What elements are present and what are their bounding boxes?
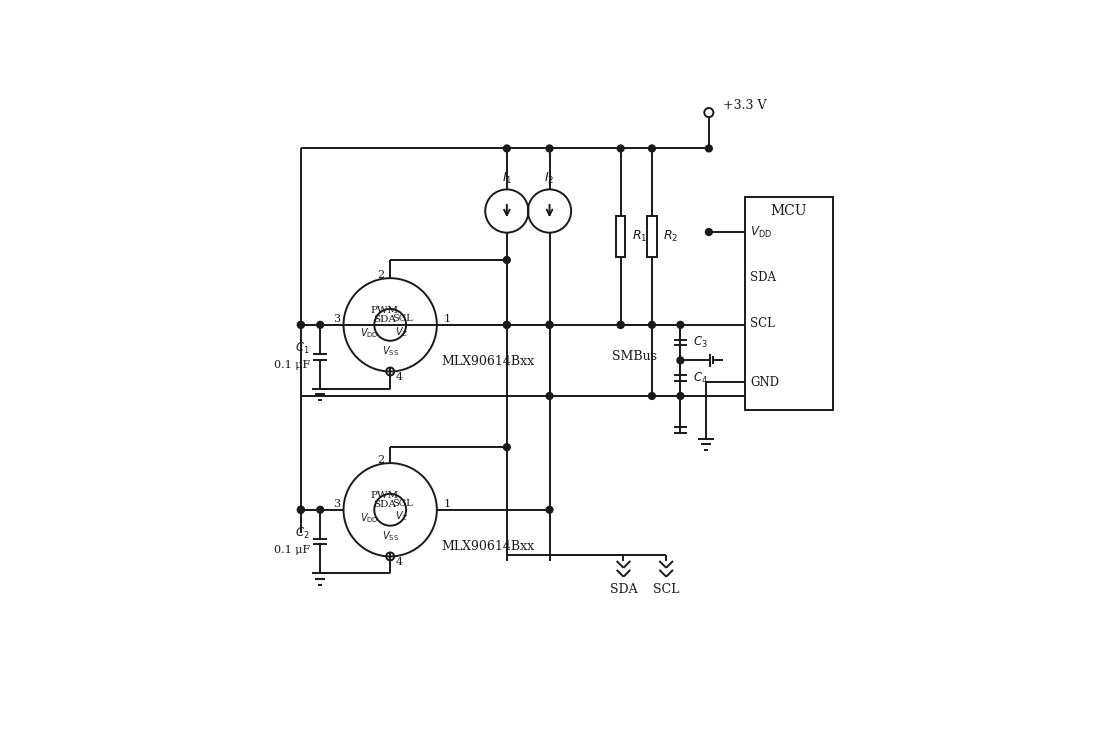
Circle shape <box>546 392 553 399</box>
Circle shape <box>317 506 323 513</box>
Circle shape <box>504 321 510 328</box>
Circle shape <box>676 357 684 364</box>
Text: $R_1$: $R_1$ <box>632 229 648 244</box>
Circle shape <box>504 145 510 151</box>
Text: $C_1$: $C_1$ <box>295 341 310 355</box>
Text: $V_{\rm SS}$: $V_{\rm SS}$ <box>383 344 399 358</box>
Text: SDA: SDA <box>750 271 777 285</box>
Circle shape <box>705 145 713 151</box>
Bar <box>647 216 657 257</box>
Text: +3.3 V: +3.3 V <box>723 99 767 112</box>
Text: 4: 4 <box>396 557 403 567</box>
Text: 3: 3 <box>333 499 341 509</box>
Text: SCL: SCL <box>392 499 412 508</box>
Circle shape <box>676 392 684 399</box>
Circle shape <box>317 321 323 328</box>
Text: 0.1 μF: 0.1 μF <box>274 360 310 370</box>
Text: PWM: PWM <box>371 491 398 500</box>
Circle shape <box>617 321 624 328</box>
Text: $R_2$: $R_2$ <box>663 229 679 244</box>
Text: $V_{\rm SS}$: $V_{\rm SS}$ <box>383 529 399 543</box>
Circle shape <box>546 321 553 328</box>
Text: SMBus: SMBus <box>613 350 658 363</box>
Circle shape <box>546 321 553 328</box>
Text: 3: 3 <box>333 314 341 324</box>
Bar <box>616 216 626 257</box>
Text: 4: 4 <box>396 372 403 382</box>
Circle shape <box>649 321 656 328</box>
Text: 0.1 μF: 0.1 μF <box>274 545 310 555</box>
Circle shape <box>705 228 713 236</box>
Text: SDA: SDA <box>373 315 396 324</box>
Circle shape <box>297 321 305 328</box>
Text: 1: 1 <box>443 314 451 324</box>
Text: MCU: MCU <box>771 204 807 218</box>
Circle shape <box>504 443 510 451</box>
Text: 2: 2 <box>377 270 385 280</box>
Text: $C_4$: $C_4$ <box>693 371 708 386</box>
Circle shape <box>649 145 656 151</box>
Text: $I_2$: $I_2$ <box>544 171 554 185</box>
Circle shape <box>676 321 684 328</box>
Text: $V_{\rm DD}$: $V_{\rm DD}$ <box>361 327 379 340</box>
Text: $V_Z$: $V_Z$ <box>395 510 409 523</box>
Text: MLX90614Bxx: MLX90614Bxx <box>441 540 535 554</box>
Text: $C_3$: $C_3$ <box>693 335 707 350</box>
Text: SCL: SCL <box>653 582 680 596</box>
Text: $V_Z$: $V_Z$ <box>395 324 409 338</box>
Text: 2: 2 <box>377 455 385 466</box>
Circle shape <box>297 506 305 513</box>
Text: $C_2$: $C_2$ <box>295 525 310 541</box>
Circle shape <box>546 145 553 151</box>
Text: GND: GND <box>750 376 780 389</box>
Bar <box>745 197 833 410</box>
Text: $I_1$: $I_1$ <box>502 171 513 185</box>
Circle shape <box>649 392 656 399</box>
Circle shape <box>297 506 305 513</box>
Text: SDA: SDA <box>373 500 396 508</box>
Circle shape <box>617 145 624 151</box>
Text: MLX90614Bxx: MLX90614Bxx <box>441 355 535 368</box>
Text: SDA: SDA <box>609 582 637 596</box>
Circle shape <box>297 321 305 328</box>
Text: SCL: SCL <box>392 314 412 323</box>
Circle shape <box>504 256 510 263</box>
Text: $V_{\rm DD}$: $V_{\rm DD}$ <box>361 511 379 525</box>
Text: 1: 1 <box>443 499 451 509</box>
Text: PWM: PWM <box>371 306 398 315</box>
Text: $V_{\rm DD}$: $V_{\rm DD}$ <box>750 225 772 239</box>
Circle shape <box>617 321 624 328</box>
Circle shape <box>546 506 553 513</box>
Circle shape <box>504 321 510 328</box>
Text: SCL: SCL <box>750 317 776 330</box>
